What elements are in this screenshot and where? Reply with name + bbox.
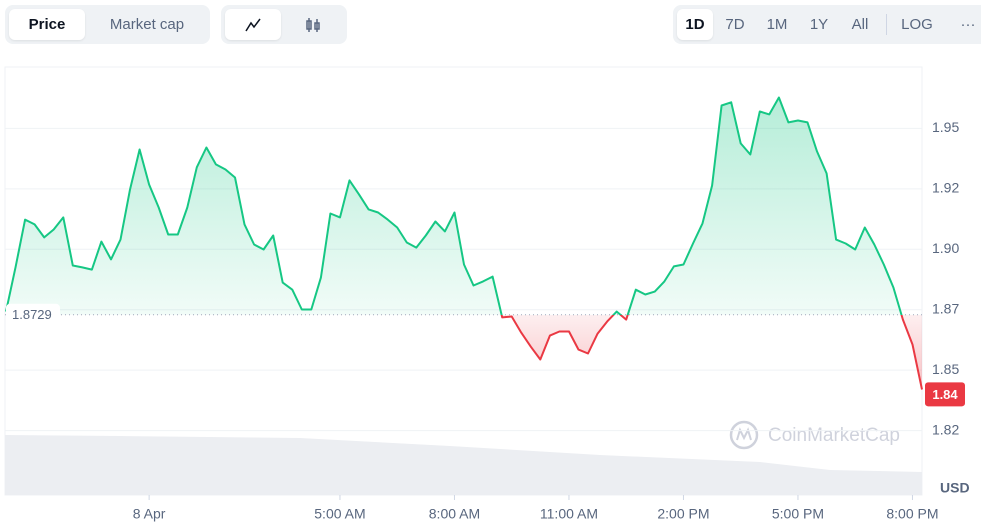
range[interactable]: 1Y: [809, 16, 829, 33]
currency: USD: [940, 480, 970, 496]
range[interactable]: 7D: [725, 16, 745, 33]
plot-frame: [4, 66, 923, 496]
chart-type-group: [221, 5, 347, 44]
y-tick-label: 1.92: [932, 180, 959, 196]
y-tick-label: 1.95: [932, 119, 959, 135]
range[interactable]: All: [851, 16, 869, 33]
y-tick-label: 1.87: [932, 300, 959, 316]
watermark: CoinMarketCap: [729, 420, 900, 450]
current-price-text: 1.84: [932, 387, 958, 402]
reference-label-bg: [6, 303, 60, 326]
y-tick-label: 1.85: [932, 361, 959, 377]
more[interactable]: ···: [960, 16, 976, 33]
range[interactable]: 1D: [677, 9, 713, 40]
watermark-text: CoinMarketCap: [768, 425, 900, 446]
current-price: 1.84: [925, 382, 965, 407]
price-line: [5, 96, 923, 390]
range[interactable]: 1M: [766, 16, 788, 33]
candle-icon[interactable]: [285, 9, 341, 40]
line-icon[interactable]: [225, 9, 281, 40]
tab[interactable]: Price: [9, 9, 85, 40]
tab-group: Price Market cap: [5, 5, 210, 44]
icon: [306, 18, 320, 32]
y-tick-label: 1.90: [932, 240, 959, 256]
x-tick-label: 2:00 PM: [657, 506, 709, 522]
x-tick-label: 11:00 AM: [540, 506, 598, 522]
x-tick-label: 5:00 AM: [314, 506, 365, 522]
log-toggle[interactable]: LOG: [901, 16, 933, 33]
price-area: [6, 97, 922, 390]
current-price-bg: [925, 382, 965, 407]
x-tick-label: 8 Apr: [133, 506, 166, 522]
x-tick-label: 8:00 PM: [886, 506, 938, 522]
volume-area: [5, 435, 922, 495]
reference-label-text: 1.8729: [12, 307, 52, 322]
divider: [886, 14, 887, 35]
x-tick-label: 8:00 AM: [429, 506, 480, 522]
range-group: 1D 7D 1M 1Y All LOG ···: [673, 5, 981, 44]
x-tick-label: 5:00 PM: [772, 506, 824, 522]
icon: [245, 18, 261, 32]
y-tick-label: 1.82: [932, 421, 959, 437]
reference-label: 1.8729: [6, 303, 60, 326]
tab[interactable]: Market cap: [109, 16, 185, 33]
